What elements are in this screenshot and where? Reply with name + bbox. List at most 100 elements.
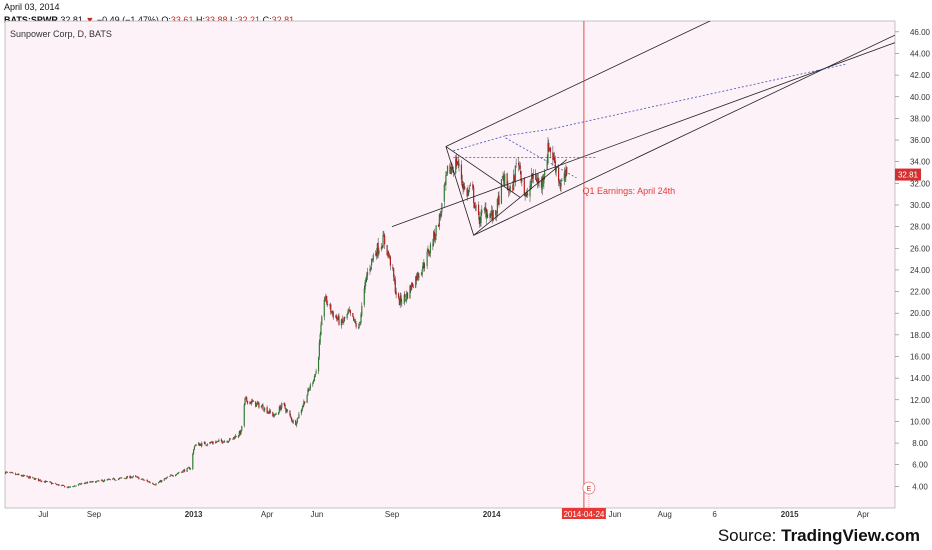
candle-body [289,411,291,416]
candle-body [563,172,565,181]
candle-body [21,475,23,477]
candle-body [553,155,555,159]
candle-body [496,199,498,214]
candle-body [331,310,334,314]
candle-body [149,482,151,484]
y-tick-label: 14.00 [910,374,931,383]
pitchfork-median-line[interactable] [391,42,895,227]
x-tick-label: 2014 [483,510,501,519]
candle-body [498,195,500,205]
candle-body [411,283,413,290]
candle-body [324,299,326,301]
candle-body [338,315,340,325]
candle-body [540,180,543,188]
candle-body [186,468,188,472]
candle-body [489,213,491,218]
candle-body [28,476,30,479]
candle-body [405,299,407,300]
candle-body [84,483,86,484]
candle-body [142,478,144,480]
candle-body [460,164,463,180]
candle-body [113,478,116,480]
candle-body [524,194,526,196]
candle-body [140,479,142,480]
candle-body [198,443,200,446]
candle-body [22,475,24,477]
candle-body [5,471,7,474]
pitchfork-upper-line[interactable] [445,0,790,147]
candle-body [306,395,308,403]
candle-body [566,166,568,175]
candle-body [210,442,213,443]
candle-body [354,320,356,323]
candle-body [455,158,457,174]
dotted-trendline[interactable] [453,135,506,152]
dotted-trendline[interactable] [505,137,577,179]
candle-body [272,412,274,417]
candle-body [321,316,323,326]
candle-body [201,442,203,447]
low-label: L: [230,15,238,25]
pitchfork-handle[interactable] [445,146,568,236]
candle-body [412,286,414,288]
candle-body [461,180,463,184]
candle-body [343,318,345,322]
candle-body [275,414,277,415]
last-price: 32.81 [60,15,83,25]
x-axis: JulSep2013AprJunSep2014AJunAug62015Apr [38,510,869,519]
candle-series [5,137,568,489]
candle-body [73,485,76,487]
y-tick-label: 46.00 [910,28,931,37]
candle-body [348,309,351,311]
candle-body [383,234,385,237]
candle-body [27,476,29,478]
candle-body [135,476,138,478]
candle-body [323,299,325,317]
candle-body [285,409,287,412]
candle-body [546,159,548,170]
candle-body [492,209,494,219]
pitchfork-stem[interactable] [445,146,521,198]
candle-body [346,314,348,319]
candle-body [417,273,419,278]
candle-body [195,444,197,446]
candle-body [421,269,423,275]
candle-body [205,444,207,446]
candle-body [295,420,297,426]
candle-body [504,174,506,186]
candle-body [513,175,516,182]
candle-body [97,480,99,482]
candle-body [428,251,431,256]
y-tick-label: 6.00 [912,461,928,470]
candle-body [220,439,222,442]
candle-body [292,420,294,423]
candle-body [477,204,480,216]
candle-body [558,180,561,184]
candle-body [348,310,350,313]
candle-body [486,214,489,218]
candle-body [28,476,31,479]
candle-body [530,183,532,187]
candle-body [121,477,123,479]
candle-body [155,483,157,485]
candle-body [115,479,117,481]
candle-body [250,400,253,404]
candle-body [308,389,310,391]
candle-body [144,479,146,481]
candle-body [138,477,140,480]
candle-body [226,441,228,443]
candle-body [506,173,508,186]
candle-body [283,402,285,405]
candle-body [74,485,76,487]
candle-body [446,165,449,173]
drawing-overlays: Q1 Earnings: April 24th [391,0,895,508]
candle-body [455,157,458,167]
candle-body [468,187,471,189]
candle-body [536,179,538,183]
dotted-trendline[interactable] [505,128,551,137]
plot-area[interactable] [4,20,896,509]
chart-title: Sunpower Corp, D, BATS [10,29,112,39]
candle-body [371,258,374,261]
candle-body [406,293,408,301]
